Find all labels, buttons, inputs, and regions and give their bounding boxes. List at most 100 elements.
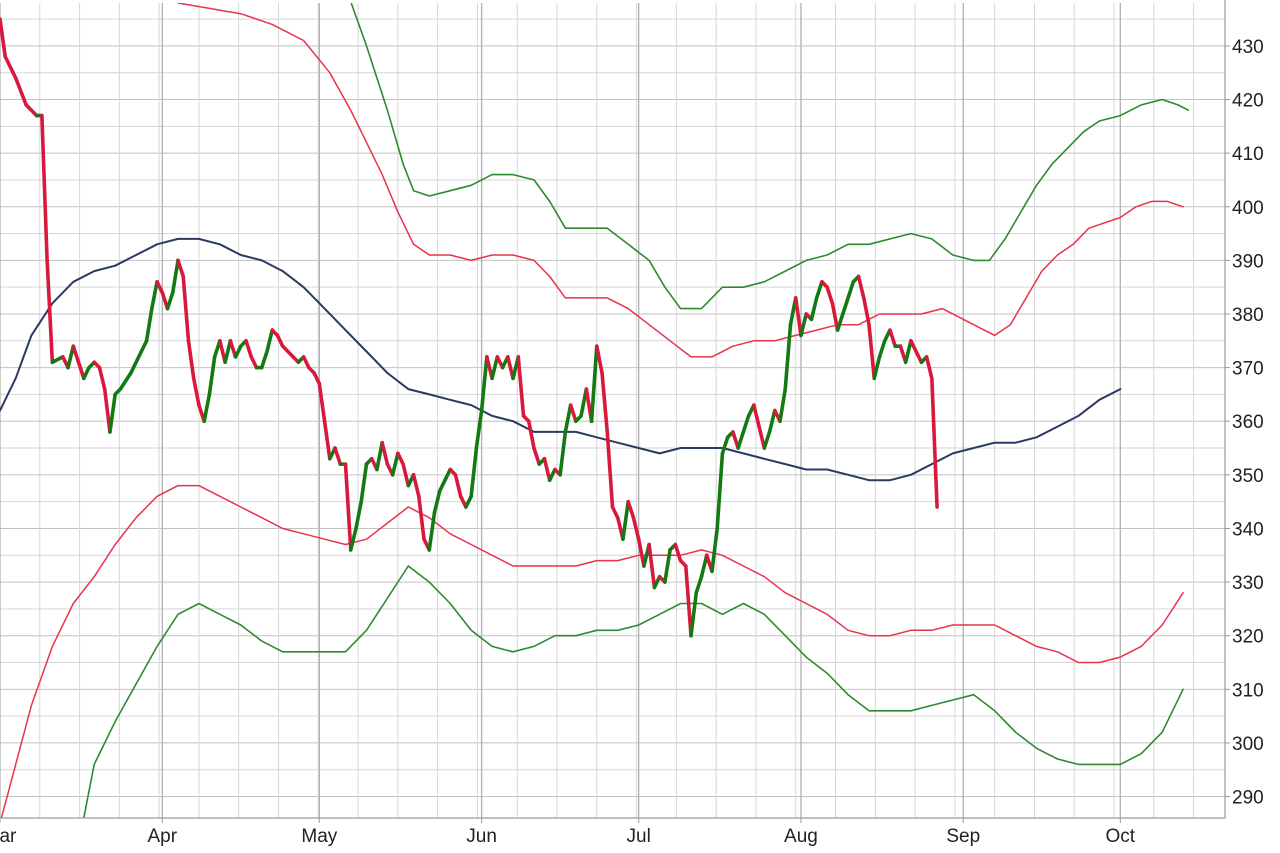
price-segment [888,328,897,348]
price-segment [778,387,788,424]
price-segment [275,333,285,348]
x-tick-label: Jul [627,826,651,847]
price-segment [170,258,180,295]
price-segment [102,387,112,434]
price-segment [181,274,191,343]
x-tick-label: May [301,826,337,847]
y-tick-label: 390 [1232,251,1264,272]
price-segment [825,285,835,306]
y-axis: 290 300 310 320 330 340 350 360 370 380 390 400 410 4… [1225,37,1264,809]
price-segment [301,355,311,370]
y-tick-label: 410 [1232,144,1264,165]
price-segment [81,365,91,381]
y-tick-label: 340 [1232,519,1264,540]
price-segment [783,322,793,391]
price-segment [40,113,49,263]
upper-outer-band-line [350,3,1190,310]
price-segment [610,505,620,520]
price-segment [673,542,683,563]
y-tick-label: 310 [1232,680,1264,701]
price-segment [317,381,327,424]
price-segment [359,462,369,504]
y-tick-label: 400 [1232,198,1264,219]
price-segment [924,355,934,381]
price-segment [856,274,866,300]
grid [0,3,1225,818]
price-segment [914,349,924,365]
price-segment [605,430,615,509]
price-segment [699,553,709,579]
price-segment [809,296,819,322]
price-segment [626,499,636,520]
y-tick-label: 360 [1232,412,1264,433]
price-segment [867,322,877,381]
price-segment [558,430,568,477]
price-segment [322,419,332,461]
price-segment [683,564,693,638]
price-segment [542,456,552,483]
price-segment [396,451,405,466]
price-segment [118,371,133,391]
price-segment [343,462,353,552]
price-segment [375,440,384,472]
x-tick-label: Oct [1106,826,1136,847]
price-segment [563,403,573,434]
price-segment [710,526,720,574]
price-segment [841,296,850,316]
price-segment [244,338,254,359]
price-segment [621,499,631,541]
price-segment [663,548,672,584]
price-segment [594,344,604,375]
y-tick-label: 370 [1232,359,1264,380]
lower-inner-band-line [0,484,1184,818]
price-segment [741,414,751,434]
price-segment [757,424,767,450]
price-segment [814,280,824,300]
price-segment [50,355,65,365]
price-segment [191,376,201,407]
price-segment [903,338,913,365]
price-segment [547,467,557,483]
price-segment [139,338,149,354]
price-segment [930,376,939,509]
price-segment [0,17,8,59]
price-segment [312,371,322,386]
price-segment [417,494,426,541]
price-segment [259,349,269,370]
price-segment [589,344,599,424]
x-tick-label: Apr [147,826,177,847]
price-segment [474,408,484,450]
price-segment [265,328,275,354]
price-segment [129,349,144,375]
price-segment [202,392,212,424]
price-segment [380,440,390,466]
y-tick-label: 320 [1232,627,1264,648]
price-segment [479,355,489,413]
x-tick-label: Mar [0,826,17,847]
price-segment [568,403,578,424]
price-segment [443,467,453,483]
price-segment [354,499,364,531]
price-segment [689,591,699,638]
price-segment [71,344,81,365]
price-segment [432,489,442,515]
envelope-bands [0,3,1190,818]
price-segment [532,446,542,466]
y-tick-label: 330 [1232,573,1264,594]
price-segment [877,338,887,359]
price-segment [150,280,159,311]
x-tick-label: Aug [784,826,818,847]
price-segment [909,338,918,354]
price-segment [846,280,856,300]
price-segment [228,338,238,359]
price-segment [108,392,117,434]
y-tick-label: 290 [1232,788,1264,809]
price-segment [249,355,259,370]
price-segment [490,355,500,381]
price-segment [390,451,400,477]
price-segment [411,473,421,499]
price-segment [752,403,761,429]
y-tick-label: 420 [1232,91,1264,112]
